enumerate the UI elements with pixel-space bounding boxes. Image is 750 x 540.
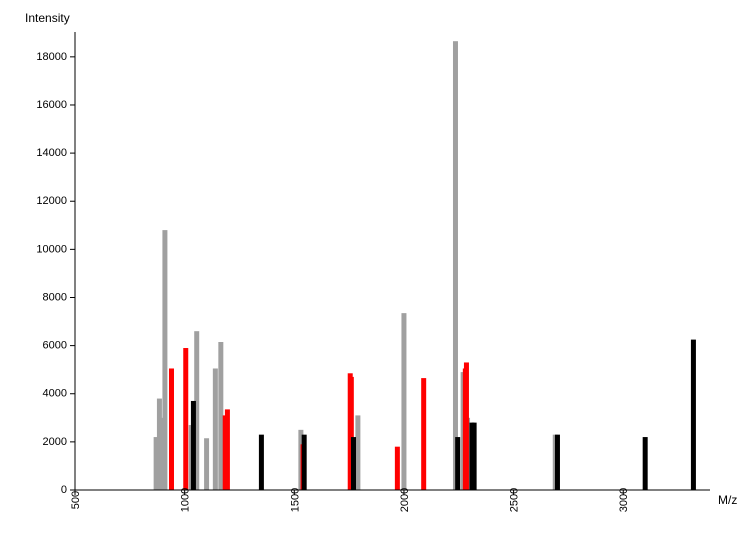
x-tick-label: 500 [70, 491, 82, 509]
peak-red [183, 348, 188, 490]
y-axis-title: Intensity [25, 11, 70, 25]
peak-black [351, 437, 356, 490]
peak-red [395, 447, 400, 490]
peak-red [225, 409, 230, 490]
peak-gray [218, 342, 223, 490]
y-tick-label: 14000 [36, 147, 67, 159]
peak-red [464, 362, 469, 490]
peak-gray [162, 230, 167, 490]
y-tick-label: 18000 [36, 51, 67, 63]
y-tick-label: 6000 [43, 340, 67, 352]
x-tick-label: 2500 [509, 488, 521, 512]
peak-black [455, 437, 460, 490]
x-tick-label: 1000 [180, 488, 192, 512]
x-tick-label: 3000 [618, 488, 630, 512]
x-tick-label: 1500 [289, 488, 301, 512]
y-tick-label: 0 [61, 484, 67, 496]
y-tick-label: 8000 [43, 291, 67, 303]
peak-gray [401, 313, 406, 490]
peak-red [421, 378, 426, 490]
peak-black [472, 423, 477, 490]
peak-black [691, 340, 696, 490]
peak-gray [213, 368, 218, 490]
x-axis-title: M/z [718, 493, 737, 507]
y-tick-label: 12000 [36, 195, 67, 207]
y-tick-label: 2000 [43, 436, 67, 448]
peak-black [555, 435, 560, 490]
peak-red [169, 368, 174, 490]
peak-black [643, 437, 648, 490]
peak-gray [355, 415, 360, 490]
peak-black [259, 435, 264, 490]
y-tick-label: 16000 [36, 99, 67, 111]
peak-black [191, 401, 196, 490]
x-tick-label: 2000 [399, 488, 411, 512]
peak-gray [453, 41, 458, 490]
y-tick-label: 4000 [43, 388, 67, 400]
y-tick-label: 10000 [36, 243, 67, 255]
peak-black [302, 435, 307, 490]
chart-svg: 0 2000 4000 6000 8000 10000 12000 14000 16000 180… [0, 0, 750, 540]
mass-spectrum-chart: 0 2000 4000 6000 8000 10000 12000 14000 16000 180… [0, 0, 750, 540]
peak-gray [204, 438, 209, 490]
